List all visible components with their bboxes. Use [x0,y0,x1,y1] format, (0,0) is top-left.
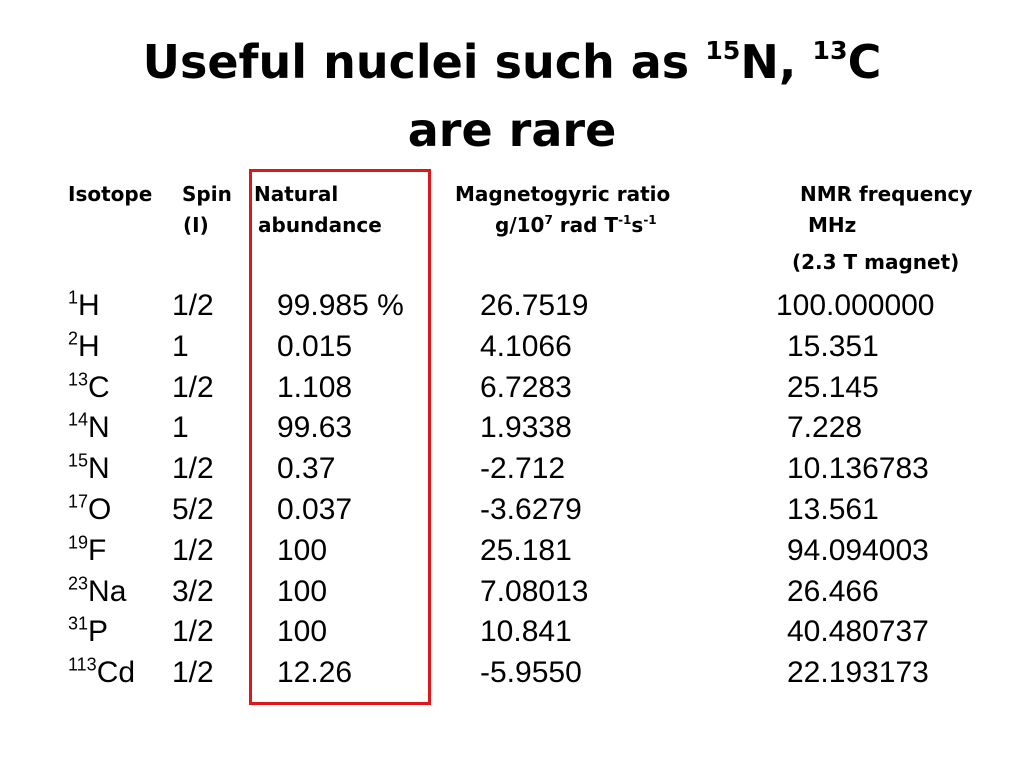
cell-abundance: 100 [277,615,328,649]
cell-frequency: 26.466 [787,574,879,608]
text: s [631,213,644,237]
cell-frequency: 40.480737 [787,615,929,649]
header: NMR frequency [800,182,973,206]
text: N, [740,35,813,89]
header: (I) [183,213,209,237]
superscript: 14 [68,409,89,430]
superscript: 13 [68,368,89,389]
text: g/10 [495,213,545,237]
superscript: 23 [68,572,89,593]
cell-isotope: 15N [68,451,110,487]
superscript: 31 [68,613,89,634]
superscript: 7 [544,213,553,228]
superscript: 13 [812,36,848,66]
cell-frequency: 7.228 [787,411,863,445]
cell-abundance: 12.26 [277,656,353,690]
cell-ratio: 6.7283 [480,370,572,404]
cell-frequency: 100.000000 [776,289,935,322]
cell-spin: 1/2 [172,370,214,404]
text: H [78,329,100,363]
superscript: 2 [68,328,79,349]
cell-ratio: 1.9338 [480,411,572,445]
cell-ratio: -5.9550 [480,656,582,690]
cell-abundance: 0.015 [277,329,353,363]
cell-frequency: 10.136783 [787,452,929,486]
cell-frequency: 94.094003 [787,533,929,567]
cell-spin: 5/2 [172,493,214,526]
cell-ratio: 25.181 [480,533,572,567]
cell-ratio: 7.08013 [480,574,589,608]
cell-spin: 1/2 [172,533,214,567]
cell-ratio: 4.1066 [480,329,572,363]
text: rad T [552,213,619,237]
cell-abundance: 1.108 [277,370,353,404]
text: P [88,615,109,649]
cell-isotope: 17O [68,492,111,528]
cell-spin: 1 [172,329,189,363]
text: C [847,35,882,89]
header: Magnetogyric ratio [455,182,671,206]
cell-frequency: 15.351 [787,329,879,363]
cell-spin: 1/2 [172,452,214,486]
cell-ratio: 10.841 [480,615,572,649]
cell-isotope: 113Cd [68,655,135,691]
cell-frequency: 25.145 [787,370,879,404]
cell-spin: 3/2 [172,574,214,608]
header: Isotope [68,182,153,206]
title-line: Useful nuclei such as 15N, 13C [0,34,1024,90]
text: Cd [96,656,136,690]
header: g/107 rad T-1s-1 [495,212,657,238]
cell-abundance: 99.63 [277,411,353,445]
cell-spin: 1 [172,411,189,445]
text: N [88,452,110,486]
title-line: are rare [407,103,617,157]
header: Spin [182,182,232,206]
cell-abundance: 99.985 % [277,289,404,322]
cell-abundance: 100 [277,533,328,567]
superscript: 19 [68,532,89,553]
cell-isotope: 31P [68,614,108,650]
cell-isotope: 19F [68,533,106,569]
superscript: 1 [68,287,79,308]
text: N [88,411,110,445]
cell-spin: 1/2 [172,615,214,649]
cell-abundance: 0.37 [277,452,336,486]
text: Useful nuclei such as [142,35,706,89]
superscript: 15 [68,450,89,471]
cell-isotope: 23Na [68,574,126,610]
cell-isotope: 1H [68,288,100,324]
cell-spin: 1/2 [172,289,214,322]
text: O [88,493,112,526]
header: Natural [254,182,339,206]
header: abundance [258,213,382,237]
superscript: 15 [705,36,741,66]
highlight-box [249,169,431,705]
text: F [88,533,107,567]
cell-ratio: 26.7519 [480,289,589,322]
superscript: 113 [68,654,97,675]
cell-isotope: 13C [68,370,110,406]
header: (2.3 T magnet) [792,250,960,274]
cell-abundance: 0.037 [277,493,353,526]
text: H [78,289,100,322]
superscript: 17 [68,491,89,512]
cell-frequency: 22.193173 [787,656,929,690]
cell-spin: 1/2 [172,656,214,690]
superscript: -1 [618,213,632,228]
text: C [88,370,110,404]
cell-ratio: -3.6279 [480,493,582,526]
cell-isotope: 2H [68,329,100,365]
text: Na [88,574,127,608]
superscript: -1 [643,213,657,228]
cell-abundance: 100 [277,574,328,608]
header: MHz [808,213,857,237]
cell-ratio: -2.712 [480,452,566,486]
cell-isotope: 14N [68,410,110,446]
cell-frequency: 13.561 [787,493,879,526]
